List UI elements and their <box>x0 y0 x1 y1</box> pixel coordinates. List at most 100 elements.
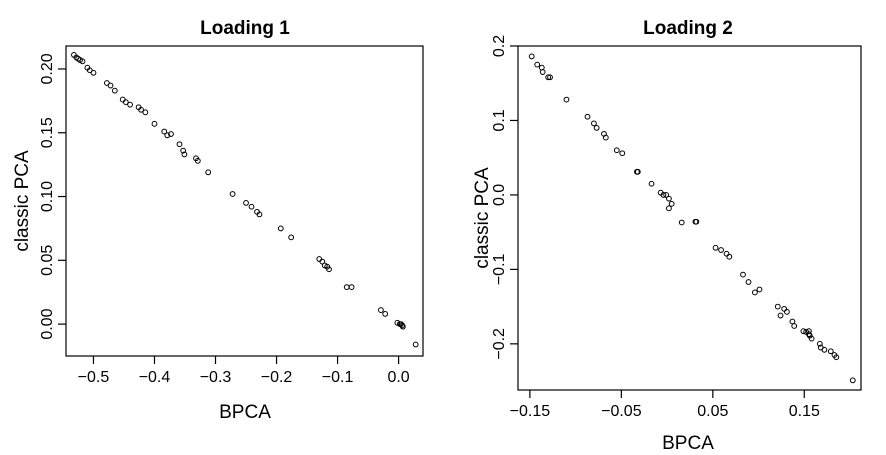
data-point <box>539 69 546 75</box>
data-point <box>194 157 201 164</box>
data-point <box>181 151 188 158</box>
data-point <box>111 87 118 94</box>
x-axis: −0.15 −0.05 0.05 0.15 <box>510 390 820 420</box>
y-tick-label: 0.10 <box>39 181 56 212</box>
data-point <box>161 128 168 135</box>
data-point <box>648 180 655 187</box>
data-point <box>151 120 158 127</box>
data-point <box>723 250 730 257</box>
y-axis-label: classic PCA <box>472 167 493 269</box>
data-point <box>399 323 406 330</box>
data-point <box>808 335 815 342</box>
x-tick-label: −0.05 <box>601 403 642 420</box>
data-point <box>584 113 591 120</box>
data-point <box>693 218 700 225</box>
data-point <box>138 106 144 113</box>
data-point <box>726 253 733 260</box>
data-point <box>666 205 672 212</box>
data-point <box>740 271 746 278</box>
data-point <box>791 323 798 329</box>
x-tick-label: −0.4 <box>139 369 171 386</box>
data-point <box>774 303 781 310</box>
data-point <box>382 311 389 317</box>
plot-frame <box>517 45 862 391</box>
data-point <box>545 74 552 81</box>
data-point <box>593 125 600 131</box>
data-point <box>745 279 752 285</box>
data-point <box>122 99 129 106</box>
data-point <box>176 141 183 148</box>
x-axis: −0.5 −0.4 −0.3 −0.2 −0.1 0.0 <box>78 356 410 386</box>
y-tick-label: 0.15 <box>39 117 56 148</box>
data-point <box>534 61 541 68</box>
data-point <box>756 286 763 293</box>
data-point <box>277 225 284 232</box>
data-point <box>412 341 419 348</box>
data-point <box>180 147 187 154</box>
x-tick-label: −0.5 <box>78 369 110 386</box>
data-point <box>784 308 790 315</box>
data-point <box>777 312 784 319</box>
x-tick-label: −0.1 <box>322 369 354 386</box>
panel-loading-2: Loading 2 −0.15 −0.05 0.05 0.15 −0.2 −0.1 0.0… <box>472 18 862 454</box>
x-tick-label: −0.3 <box>200 369 232 386</box>
data-point <box>821 346 828 353</box>
scatter-points <box>71 52 419 348</box>
data-point <box>348 284 355 291</box>
x-axis-label: BPCA <box>219 402 271 423</box>
y-axis: −0.2 −0.1 0.0 0.1 0.2 <box>491 35 518 360</box>
x-tick-label: 0.15 <box>789 403 820 420</box>
x-tick-label: 0.0 <box>387 369 409 386</box>
data-point <box>205 169 212 176</box>
data-point <box>751 289 758 296</box>
y-axis: 0.00 0.05 0.10 0.15 0.20 <box>39 53 66 340</box>
data-point <box>164 132 171 139</box>
scatter-points <box>528 53 856 384</box>
data-point <box>827 348 834 355</box>
y-tick-label: 0.2 <box>491 35 508 57</box>
data-point <box>168 131 174 137</box>
data-point <box>127 101 133 108</box>
data-point <box>90 69 97 76</box>
data-point <box>816 340 823 347</box>
chart-title: Loading 2 <box>643 18 733 39</box>
y-tick-label: −0.2 <box>491 328 508 360</box>
data-point <box>256 211 263 218</box>
data-point <box>602 134 609 141</box>
data-point <box>660 192 667 198</box>
x-axis-label: BPCA <box>662 433 714 454</box>
data-point <box>563 96 570 103</box>
chart-title: Loading 1 <box>200 18 290 39</box>
data-point <box>619 150 626 157</box>
data-point <box>528 53 535 60</box>
plot-frame <box>65 45 424 357</box>
x-tick-label: −0.2 <box>261 369 293 386</box>
data-point <box>718 247 724 253</box>
data-point <box>663 192 670 198</box>
data-point <box>800 328 807 335</box>
data-point <box>377 307 384 313</box>
data-point <box>343 284 350 291</box>
data-point <box>634 168 641 175</box>
data-point <box>849 377 856 384</box>
data-point <box>666 195 672 202</box>
x-tick-label: −0.15 <box>510 403 551 420</box>
data-point <box>79 58 86 65</box>
data-point <box>668 200 675 207</box>
data-point <box>547 74 553 81</box>
data-point <box>781 305 788 312</box>
data-point <box>229 191 236 197</box>
y-axis-label: classic PCA <box>12 150 33 252</box>
data-point <box>613 147 620 154</box>
y-tick-label: −0.1 <box>491 253 508 285</box>
panel-loading-1: Loading 1 −0.5 −0.4 −0.3 −0.2 −0.1 0.0 0.000.… <box>12 18 424 423</box>
data-point <box>806 332 813 339</box>
data-point <box>591 120 597 127</box>
y-tick-label: 0.05 <box>39 245 56 276</box>
y-tick-label: 0.1 <box>491 109 508 131</box>
data-point <box>712 244 719 251</box>
data-point <box>326 266 332 273</box>
x-tick-label: 0.05 <box>697 403 728 420</box>
y-tick-label: 0.0 <box>491 184 508 206</box>
